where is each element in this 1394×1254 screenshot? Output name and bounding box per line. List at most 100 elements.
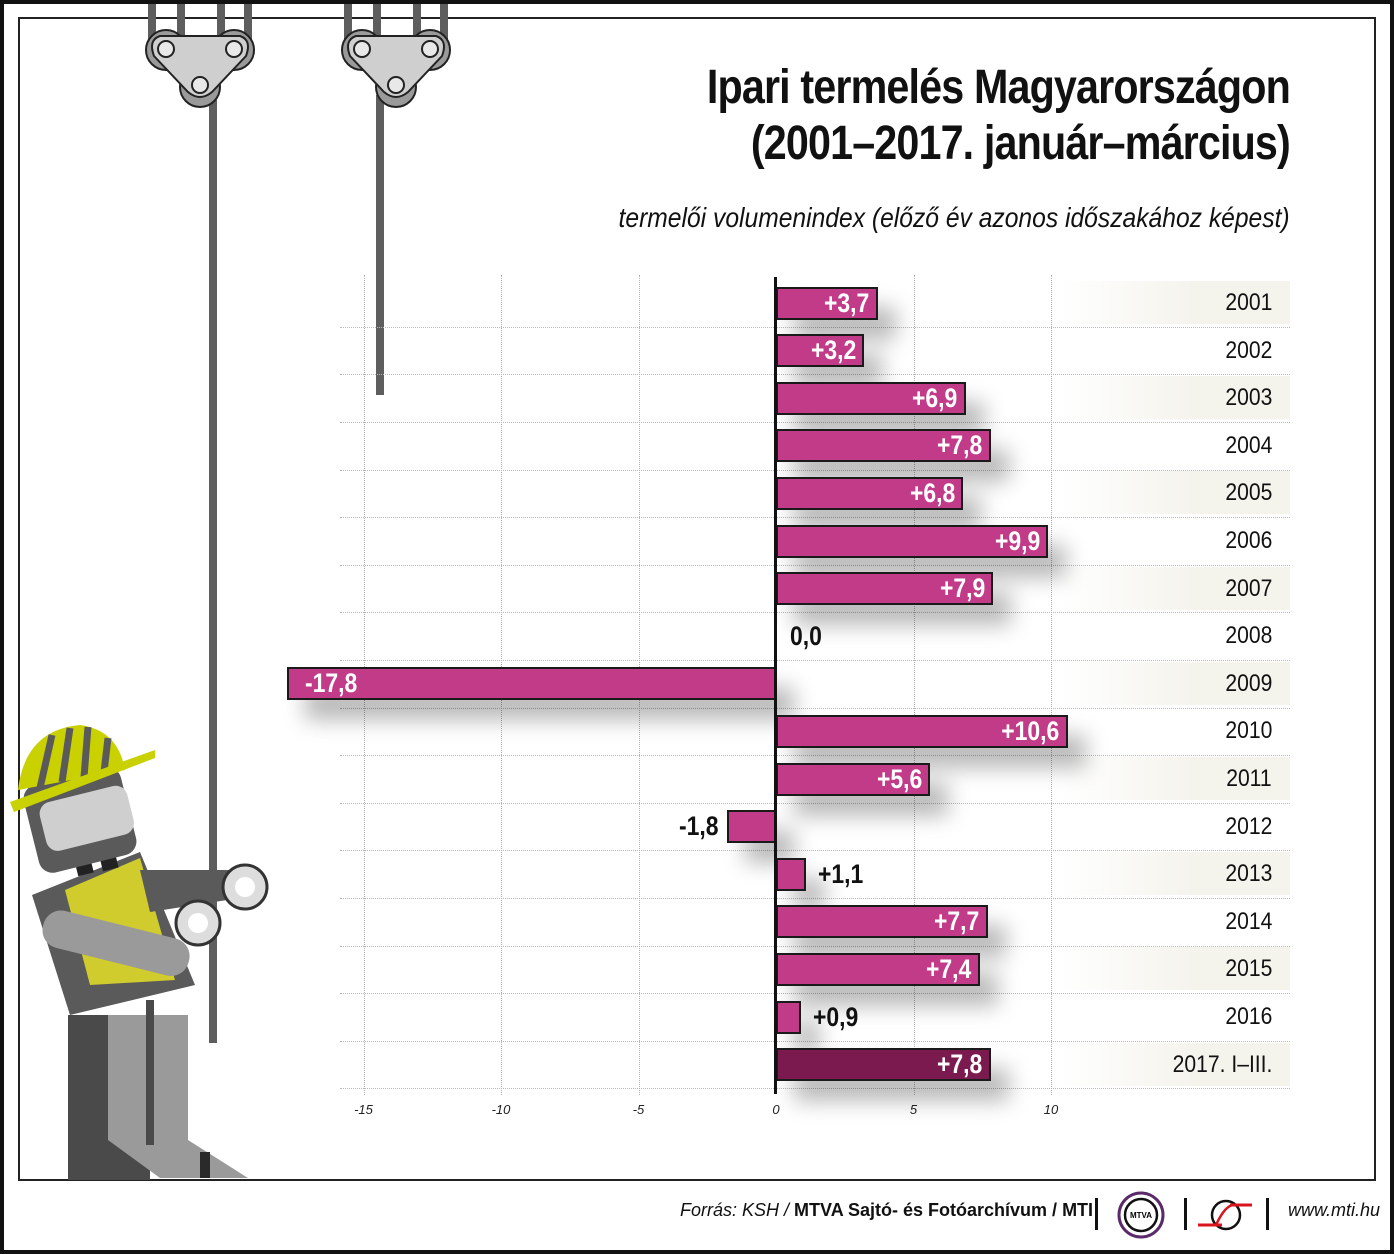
gridline-horizontal (340, 564, 1290, 566)
source-note: Forrás: KSH / MTVA Sajtó- és Fotóarchívu… (680, 1200, 1093, 1240)
category-label: 2005 (1225, 479, 1272, 507)
value-label: +7,7 (934, 906, 980, 937)
x-tick-label: -10 (491, 1102, 511, 1117)
category-label: 2004 (1225, 431, 1272, 459)
mti-logo-icon (1198, 1199, 1252, 1231)
bar-2004 (776, 429, 991, 463)
bar-2017-I-III- (776, 1048, 991, 1082)
x-tick-label: -15 (354, 1102, 373, 1117)
gridline-horizontal (340, 850, 1290, 852)
footer-separator (1266, 1198, 1269, 1230)
row-band (1060, 757, 1290, 800)
mtva-logo-icon: MTVA (1117, 1191, 1165, 1239)
footer-separator (1184, 1198, 1187, 1230)
category-label: 2011 (1226, 765, 1272, 792)
gridline-horizontal (340, 898, 1290, 899)
category-label: 2012 (1225, 812, 1272, 840)
bar-2005 (776, 476, 963, 510)
row-band (1060, 661, 1290, 705)
value-label: +3,2 (810, 335, 856, 366)
bar-2007 (776, 572, 994, 606)
x-tick-label: 5 (909, 1102, 918, 1117)
x-tick-label: 0 (772, 1102, 780, 1117)
category-label: 2006 (1225, 527, 1272, 554)
gridline-horizontal (340, 422, 1290, 423)
gridline-vertical (913, 275, 915, 1095)
chart-subtitle: termelői volumenindex (előző év azonos i… (618, 202, 1290, 233)
category-label: 2016 (1225, 1003, 1272, 1030)
gridline-horizontal (340, 707, 1290, 709)
gridline-horizontal (340, 469, 1290, 471)
bar-2012 (726, 810, 776, 844)
category-label: 2017. I–III. (1172, 1050, 1272, 1078)
gridline-horizontal (340, 517, 1290, 519)
value-label: -17,8 (304, 668, 357, 699)
value-label: +6,9 (912, 382, 958, 413)
value-label: +6,8 (909, 477, 955, 508)
gridline-horizontal (340, 1088, 1290, 1090)
value-label: +9,9 (994, 525, 1041, 556)
gridline-horizontal (340, 1040, 1290, 1042)
pulley-left-icon (145, 29, 255, 108)
bar-2009 (286, 667, 776, 701)
bar-2016 (776, 1000, 801, 1034)
row-band (1060, 852, 1290, 896)
value-label: +3,7 (824, 287, 870, 318)
x-tick-label: 10 (1043, 1102, 1059, 1117)
category-label: 2010 (1225, 717, 1272, 745)
category-label: 2002 (1225, 336, 1272, 364)
footer-separator (1095, 1198, 1098, 1230)
title-line1: Ipari termelés Magyarországon (706, 61, 1291, 114)
value-label: +10,6 (1001, 715, 1060, 746)
value-label: +0,9 (812, 1001, 859, 1032)
category-label: 2007 (1225, 574, 1272, 602)
gridline-horizontal (340, 802, 1290, 804)
category-label: 2009 (1225, 669, 1272, 697)
value-label: +7,4 (926, 953, 972, 984)
gridline-horizontal (340, 326, 1290, 328)
source-prefix: Forrás: KSH / (680, 1200, 795, 1220)
category-label: 2001 (1225, 289, 1272, 316)
row-band (1060, 376, 1290, 420)
category-label: 2008 (1225, 622, 1272, 650)
svg-text:MTVA: MTVA (1130, 1211, 1152, 1220)
bar-2011 (776, 762, 930, 796)
source-bold: MTVA Sajtó- és Fotóarchívum / MTI (794, 1200, 1094, 1220)
gridline-horizontal (340, 993, 1290, 995)
bar-2010 (776, 714, 1068, 748)
category-label: 2015 (1225, 955, 1272, 983)
value-label: 0,0 (790, 620, 822, 651)
gridline-horizontal (340, 374, 1290, 376)
value-label: +1,1 (818, 858, 864, 889)
gridline-vertical (1051, 275, 1052, 1095)
bar-2013 (776, 857, 807, 891)
value-label: +5,6 (876, 763, 922, 794)
bar-2006 (776, 524, 1049, 558)
value-label: +7,8 (937, 1049, 983, 1080)
pulley-right-icon (341, 29, 451, 108)
value-label: -1,8 (678, 811, 719, 842)
gridline-horizontal (340, 612, 1290, 614)
row-band (1060, 471, 1290, 515)
website-link[interactable]: www.mti.hu (1288, 1200, 1381, 1220)
chart-title: Ipari termelés Magyarországon (2001–2017… (706, 60, 1291, 172)
row-band (1060, 947, 1290, 991)
gridline-horizontal (340, 755, 1290, 757)
row-band (1060, 1042, 1290, 1086)
bar-2003 (776, 381, 966, 415)
value-label: +7,9 (939, 573, 986, 604)
category-label: 2003 (1225, 384, 1272, 412)
bar-2015 (776, 952, 980, 986)
category-label: 2014 (1225, 907, 1272, 935)
inner-frame (18, 17, 1376, 1181)
zero-axis-line (774, 277, 777, 1094)
pulley-illustration (145, 4, 451, 1043)
gridline-horizontal (340, 945, 1290, 947)
x-tick-label: -5 (632, 1102, 645, 1117)
bar-2002 (776, 334, 864, 368)
title-line2: (2001–2017. január–március) (750, 117, 1291, 170)
category-label: 2013 (1225, 860, 1272, 888)
row-band (1060, 566, 1290, 610)
